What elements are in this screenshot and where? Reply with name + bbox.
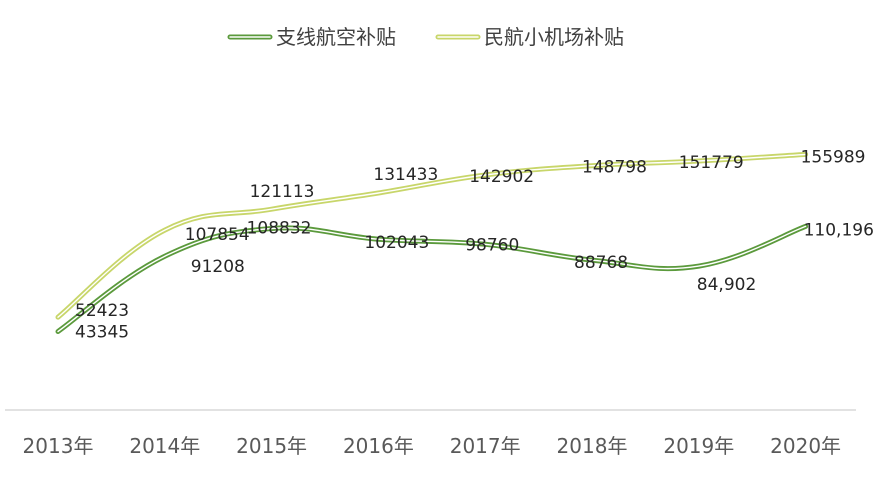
data-label-2: 142902 [469, 167, 534, 187]
data-label-1: 108832 [247, 219, 312, 239]
legend-label: 支线航空补贴 [276, 25, 396, 49]
data-label-2: 151779 [679, 153, 744, 173]
data-label-2: 155989 [801, 147, 866, 167]
x-axis-ticks: 2013年 2014年 2015年 2016年 2017年 2018年 2019年 2020年 [23, 434, 842, 458]
legend: 支线航空补贴 民航小机场补贴 [227, 25, 624, 49]
x-tick-label: 2017年 [450, 434, 521, 458]
x-tick-label: 2016年 [343, 434, 414, 458]
legend-item-2: 民航小机场补贴 [435, 25, 624, 49]
legend-label: 民航小机场补贴 [484, 25, 624, 49]
series-line-1-highlight [57, 225, 807, 333]
data-label-2: 131433 [373, 165, 438, 185]
x-tick-label: 2015年 [236, 434, 307, 458]
data-label-1: 88768 [574, 253, 628, 273]
x-tick-label: 2019年 [663, 434, 734, 458]
data-label-2: 148798 [582, 158, 647, 178]
data-label-2: 52423 [75, 301, 129, 321]
x-tick-label: 2020年 [770, 434, 841, 458]
legend-item-1: 支线航空补贴 [227, 25, 396, 49]
data-label-2: 121113 [250, 182, 315, 202]
data-label-1: 98760 [465, 235, 519, 255]
x-tick-label: 2014年 [129, 434, 200, 458]
series-line-2-highlight [57, 153, 807, 318]
series-line-1 [55, 223, 809, 334]
data-label-1: 102043 [364, 233, 429, 253]
x-tick-label: 2018年 [557, 434, 628, 458]
data-label-1: 91208 [191, 257, 245, 277]
data-label-1: 43345 [75, 322, 129, 342]
series-lines [55, 151, 809, 334]
data-label-1: 110,196 [804, 220, 874, 240]
data-label-2: 107854 [185, 225, 250, 245]
x-tick-label: 2013年 [23, 434, 94, 458]
data-label-1: 84,902 [697, 275, 756, 295]
